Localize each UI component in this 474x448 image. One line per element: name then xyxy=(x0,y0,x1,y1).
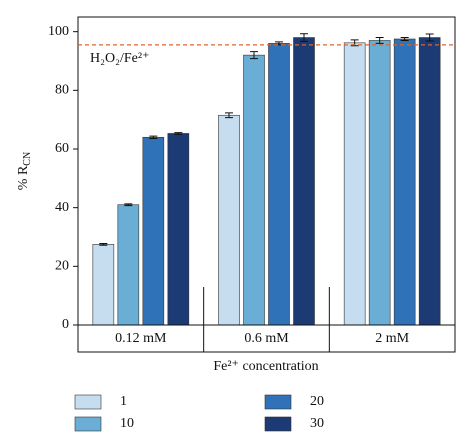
error-bar xyxy=(425,33,434,42)
x-tick-label: 2 mM xyxy=(375,331,409,346)
bar xyxy=(117,204,140,326)
reference-label: H₂O₂/Fe²⁺ xyxy=(90,51,149,66)
y-tick-label: 100 xyxy=(48,24,69,39)
error-bar xyxy=(250,51,258,60)
bar xyxy=(393,38,416,326)
y-tick-label: 0 xyxy=(62,317,69,332)
y-tick-label: 80 xyxy=(55,83,69,98)
legend-label: 20 xyxy=(310,394,324,409)
error-bar xyxy=(174,132,183,135)
bar xyxy=(268,43,290,326)
bar xyxy=(218,114,240,326)
error-bar xyxy=(225,112,233,119)
bar xyxy=(142,136,165,326)
bar xyxy=(418,37,441,326)
x-tick-label: 0.12 mM xyxy=(115,331,167,346)
legend-label: 10 xyxy=(120,416,134,431)
error-bar xyxy=(400,37,409,41)
bar xyxy=(92,244,115,326)
error-bar xyxy=(149,135,158,139)
legend-swatch xyxy=(264,416,292,432)
bar xyxy=(243,54,265,326)
error-bar xyxy=(124,203,133,207)
legend-swatch xyxy=(74,394,102,410)
legend-label: 30 xyxy=(310,416,324,431)
y-tick-label: 60 xyxy=(55,141,69,156)
y-label-main: % R xyxy=(16,165,31,190)
bar xyxy=(293,37,315,326)
legend-swatch xyxy=(74,416,102,432)
error-bar xyxy=(99,242,108,246)
error-bar xyxy=(375,37,384,44)
legend-swatch xyxy=(264,394,292,410)
bar xyxy=(368,40,391,326)
y-label-sub: CN xyxy=(22,152,33,166)
bar xyxy=(167,133,190,326)
category-box xyxy=(77,324,456,353)
y-axis-label: % RCN xyxy=(16,152,33,190)
bar xyxy=(343,42,366,326)
error-bar xyxy=(300,33,308,42)
y-tick-label: 40 xyxy=(55,200,69,215)
legend-label: 1 xyxy=(120,394,127,409)
x-tick-label: 0.6 mM xyxy=(244,331,289,346)
x-axis-label: Fe²⁺ concentration xyxy=(213,359,318,374)
y-tick-label: 20 xyxy=(55,259,69,274)
